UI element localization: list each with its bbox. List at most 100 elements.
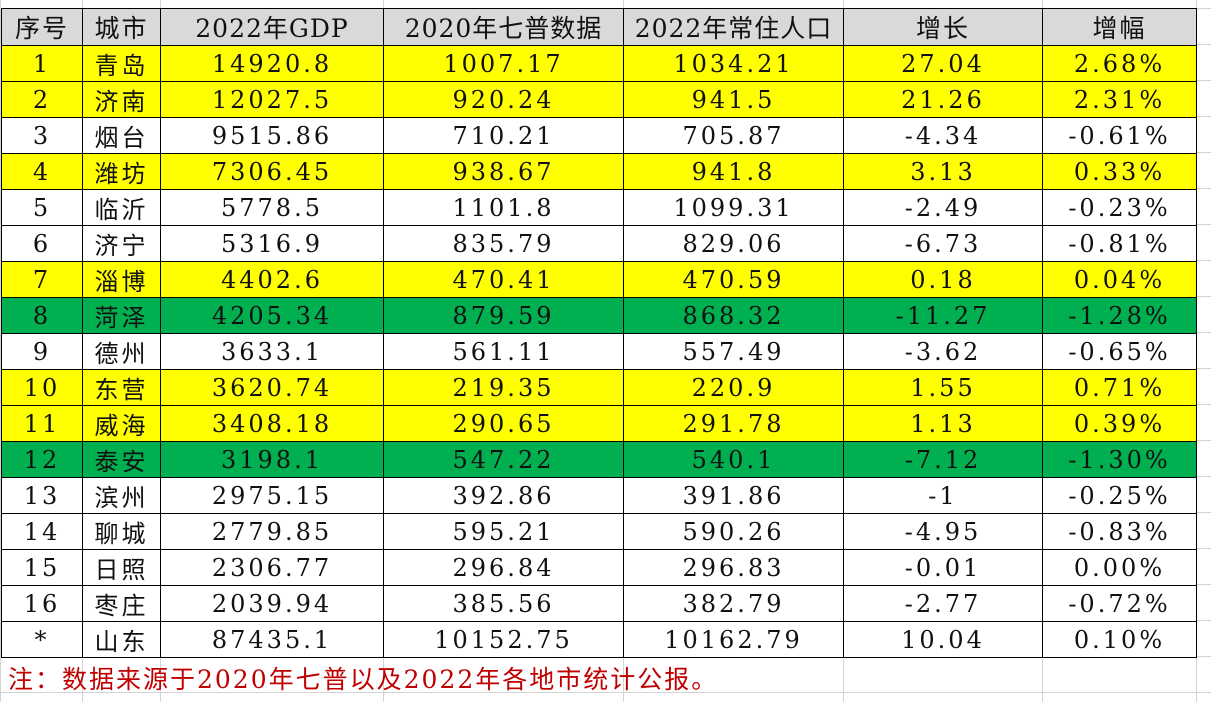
- cell-no[interactable]: 13: [1, 477, 83, 514]
- cell-rate[interactable]: -1.28%: [1042, 297, 1197, 334]
- source-note[interactable]: 注：数据来源于2020年七普以及2022年各地市统计公报。: [8, 665, 719, 694]
- cell-city[interactable]: 东营: [82, 369, 161, 406]
- cell-no[interactable]: 8: [1, 297, 83, 334]
- cell-no[interactable]: 1: [1, 45, 83, 82]
- cell-pop2020[interactable]: 595.21: [383, 513, 624, 550]
- cell-pop2020[interactable]: 10152.75: [383, 621, 624, 658]
- cell-gdp[interactable]: 3633.1: [160, 333, 384, 370]
- cell-no[interactable]: 15: [1, 549, 83, 586]
- cell-rate[interactable]: 0.04%: [1042, 261, 1197, 298]
- cell-gdp[interactable]: 2779.85: [160, 513, 384, 550]
- cell-rate[interactable]: 0.71%: [1042, 369, 1197, 406]
- cell-rate[interactable]: 2.68%: [1042, 45, 1197, 82]
- cell-no[interactable]: 16: [1, 585, 83, 622]
- cell-rate[interactable]: -0.83%: [1042, 513, 1197, 550]
- cell-city[interactable]: 济南: [82, 81, 161, 118]
- cell-pop2022[interactable]: 1034.21: [623, 45, 844, 82]
- cell-pop2022[interactable]: 540.1: [623, 441, 844, 478]
- header-cell-no[interactable]: 序号: [1, 8, 83, 46]
- cell-gdp[interactable]: 9515.86: [160, 117, 384, 154]
- cell-gdp[interactable]: 3408.18: [160, 405, 384, 442]
- header-cell-growth[interactable]: 增长: [843, 8, 1043, 46]
- cell-pop2020[interactable]: 835.79: [383, 225, 624, 262]
- cell-city[interactable]: 潍坊: [82, 153, 161, 190]
- cell-rate[interactable]: 0.39%: [1042, 405, 1197, 442]
- cell-no[interactable]: 12: [1, 441, 83, 478]
- cell-rate[interactable]: 0.33%: [1042, 153, 1197, 190]
- cell-pop2020[interactable]: 938.67: [383, 153, 624, 190]
- cell-growth[interactable]: -1: [843, 477, 1043, 514]
- cell-pop2020[interactable]: 710.21: [383, 117, 624, 154]
- cell-pop2020[interactable]: 879.59: [383, 297, 624, 334]
- cell-no[interactable]: 14: [1, 513, 83, 550]
- cell-rate[interactable]: 0.10%: [1042, 621, 1197, 658]
- cell-city[interactable]: 泰安: [82, 441, 161, 478]
- cell-gdp[interactable]: 14920.8: [160, 45, 384, 82]
- cell-gdp[interactable]: 7306.45: [160, 153, 384, 190]
- cell-pop2020[interactable]: 392.86: [383, 477, 624, 514]
- cell-no[interactable]: 4: [1, 153, 83, 190]
- cell-gdp[interactable]: 3620.74: [160, 369, 384, 406]
- cell-pop2020[interactable]: 290.65: [383, 405, 624, 442]
- cell-gdp[interactable]: 5778.5: [160, 189, 384, 226]
- cell-pop2022[interactable]: 557.49: [623, 333, 844, 370]
- cell-city[interactable]: 青岛: [82, 45, 161, 82]
- header-cell-rate[interactable]: 增幅: [1042, 8, 1197, 46]
- cell-gdp[interactable]: 87435.1: [160, 621, 384, 658]
- cell-growth[interactable]: 1.55: [843, 369, 1043, 406]
- header-cell-pop2020[interactable]: 2020年七普数据: [383, 8, 624, 46]
- cell-growth[interactable]: -3.62: [843, 333, 1043, 370]
- cell-gdp[interactable]: 2975.15: [160, 477, 384, 514]
- cell-rate[interactable]: -0.72%: [1042, 585, 1197, 622]
- cell-growth[interactable]: -11.27: [843, 297, 1043, 334]
- cell-pop2022[interactable]: 10162.79: [623, 621, 844, 658]
- cell-pop2022[interactable]: 220.9: [623, 369, 844, 406]
- cell-city[interactable]: 枣庄: [82, 585, 161, 622]
- cell-growth[interactable]: -2.49: [843, 189, 1043, 226]
- cell-pop2022[interactable]: 941.5: [623, 81, 844, 118]
- cell-gdp[interactable]: 4205.34: [160, 297, 384, 334]
- cell-rate[interactable]: 2.31%: [1042, 81, 1197, 118]
- cell-city[interactable]: 日照: [82, 549, 161, 586]
- cell-city[interactable]: 聊城: [82, 513, 161, 550]
- cell-city[interactable]: 烟台: [82, 117, 161, 154]
- cell-gdp[interactable]: 12027.5: [160, 81, 384, 118]
- cell-rate[interactable]: -0.61%: [1042, 117, 1197, 154]
- cell-pop2020[interactable]: 470.41: [383, 261, 624, 298]
- header-cell-gdp[interactable]: 2022年GDP: [160, 8, 384, 46]
- cell-rate[interactable]: -0.25%: [1042, 477, 1197, 514]
- cell-rate[interactable]: -1.30%: [1042, 441, 1197, 478]
- cell-pop2020[interactable]: 561.11: [383, 333, 624, 370]
- cell-pop2022[interactable]: 391.86: [623, 477, 844, 514]
- cell-city[interactable]: 德州: [82, 333, 161, 370]
- cell-city[interactable]: 威海: [82, 405, 161, 442]
- cell-growth[interactable]: 0.18: [843, 261, 1043, 298]
- cell-pop2022[interactable]: 705.87: [623, 117, 844, 154]
- cell-growth[interactable]: -7.12: [843, 441, 1043, 478]
- cell-no[interactable]: 9: [1, 333, 83, 370]
- cell-no[interactable]: 6: [1, 225, 83, 262]
- cell-city[interactable]: 滨州: [82, 477, 161, 514]
- cell-pop2022[interactable]: 291.78: [623, 405, 844, 442]
- cell-growth[interactable]: -0.01: [843, 549, 1043, 586]
- cell-pop2020[interactable]: 219.35: [383, 369, 624, 406]
- cell-pop2022[interactable]: 941.8: [623, 153, 844, 190]
- cell-pop2020[interactable]: 1007.17: [383, 45, 624, 82]
- cell-city[interactable]: 淄博: [82, 261, 161, 298]
- cell-growth[interactable]: -2.77: [843, 585, 1043, 622]
- cell-pop2020[interactable]: 296.84: [383, 549, 624, 586]
- cell-gdp[interactable]: 2306.77: [160, 549, 384, 586]
- cell-pop2020[interactable]: 920.24: [383, 81, 624, 118]
- cell-city[interactable]: 临沂: [82, 189, 161, 226]
- cell-gdp[interactable]: 5316.9: [160, 225, 384, 262]
- cell-pop2022[interactable]: 590.26: [623, 513, 844, 550]
- header-cell-city[interactable]: 城市: [82, 8, 161, 46]
- cell-pop2022[interactable]: 829.06: [623, 225, 844, 262]
- cell-growth[interactable]: 10.04: [843, 621, 1043, 658]
- cell-growth[interactable]: -6.73: [843, 225, 1043, 262]
- cell-pop2022[interactable]: 382.79: [623, 585, 844, 622]
- cell-pop2022[interactable]: 868.32: [623, 297, 844, 334]
- cell-growth[interactable]: 1.13: [843, 405, 1043, 442]
- cell-pop2020[interactable]: 385.56: [383, 585, 624, 622]
- cell-growth[interactable]: 27.04: [843, 45, 1043, 82]
